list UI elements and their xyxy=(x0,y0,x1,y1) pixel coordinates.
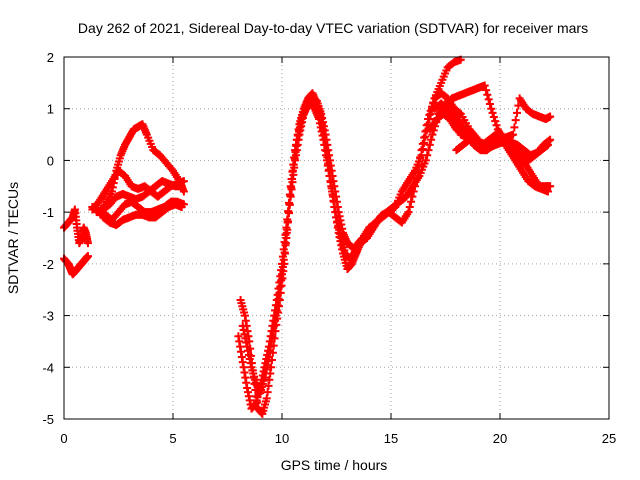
data-points xyxy=(60,55,555,418)
data-point xyxy=(482,86,491,95)
y-tick-label: 0 xyxy=(47,153,54,168)
data-point xyxy=(275,296,284,305)
x-tick-labels: 0 5 10 15 20 25 xyxy=(60,431,616,446)
series-3 xyxy=(88,120,188,217)
y-axis-label: SDTVAR / TECUs xyxy=(5,182,21,294)
y-tick-labels: -5 -4 -3 -2 -1 0 1 2 xyxy=(42,50,54,427)
chart-title: Day 262 of 2021, Sidereal Day-to-day VTE… xyxy=(78,20,588,36)
data-point xyxy=(485,100,494,109)
data-point xyxy=(480,81,489,90)
data-point xyxy=(510,123,519,132)
x-axis-label: GPS time / hours xyxy=(281,457,388,473)
data-point xyxy=(285,200,294,209)
data-point xyxy=(423,151,432,160)
data-point xyxy=(279,255,288,264)
data-point xyxy=(290,163,299,172)
x-tick-label: 10 xyxy=(275,431,289,446)
data-point xyxy=(177,202,186,211)
data-point xyxy=(546,112,555,121)
x-tick-label: 15 xyxy=(384,431,398,446)
plot-frame xyxy=(63,56,610,420)
data-point xyxy=(421,156,430,165)
data-point xyxy=(546,182,555,191)
data-point xyxy=(420,133,429,142)
y-tick-label: 1 xyxy=(47,102,54,117)
data-point xyxy=(421,127,430,136)
data-point xyxy=(404,208,413,217)
data-point xyxy=(289,170,298,179)
data-point xyxy=(513,108,522,117)
data-point xyxy=(286,192,295,201)
data-point xyxy=(416,153,425,162)
data-point xyxy=(281,241,290,250)
y-tick-label: 2 xyxy=(47,50,54,65)
data-point xyxy=(427,135,436,144)
data-point xyxy=(418,139,427,148)
y-tick-label: -1 xyxy=(42,205,54,220)
data-point xyxy=(488,108,497,117)
data-point xyxy=(283,225,292,234)
data-point xyxy=(487,104,496,113)
data-point xyxy=(405,202,414,211)
data-point xyxy=(492,121,501,130)
data-point xyxy=(428,130,437,139)
data-point xyxy=(284,217,293,226)
series-4 xyxy=(88,166,188,214)
y-tick-label: -3 xyxy=(42,309,54,324)
series-7 xyxy=(99,200,186,230)
data-point xyxy=(282,234,291,242)
data-point xyxy=(284,209,293,218)
data-point xyxy=(424,115,433,124)
data-point xyxy=(179,177,188,186)
data-point xyxy=(278,270,286,279)
x-tick-label: 20 xyxy=(493,431,507,446)
data-point xyxy=(491,117,500,126)
data-point xyxy=(288,178,297,187)
data-point xyxy=(546,135,555,144)
data-point xyxy=(429,98,438,107)
data-point xyxy=(509,130,518,139)
data-point xyxy=(83,239,92,248)
y-tick-label: -2 xyxy=(42,257,54,272)
x-tick-label: 5 xyxy=(169,431,176,446)
data-point xyxy=(407,197,416,206)
data-point xyxy=(417,146,426,155)
y-tick-label: -4 xyxy=(42,360,54,375)
data-point xyxy=(543,140,552,149)
data-point xyxy=(414,160,423,169)
data-point xyxy=(425,110,434,119)
y-tick-label: -5 xyxy=(42,412,54,427)
data-point xyxy=(542,141,551,150)
data-point xyxy=(483,90,492,99)
data-point xyxy=(280,248,289,257)
data-point xyxy=(511,116,520,125)
data-point xyxy=(484,95,493,104)
series-10 xyxy=(238,94,489,398)
series-15 xyxy=(452,135,552,165)
data-point xyxy=(177,182,186,191)
data-point xyxy=(278,262,287,271)
x-tick-label: 0 xyxy=(60,431,67,446)
series-2 xyxy=(60,252,92,279)
data-point xyxy=(287,185,296,194)
data-point xyxy=(179,187,188,196)
x-tick-label: 25 xyxy=(602,431,616,446)
data-point xyxy=(424,146,433,155)
data-point xyxy=(425,140,434,149)
data-point xyxy=(83,252,92,261)
data-point xyxy=(489,112,498,121)
